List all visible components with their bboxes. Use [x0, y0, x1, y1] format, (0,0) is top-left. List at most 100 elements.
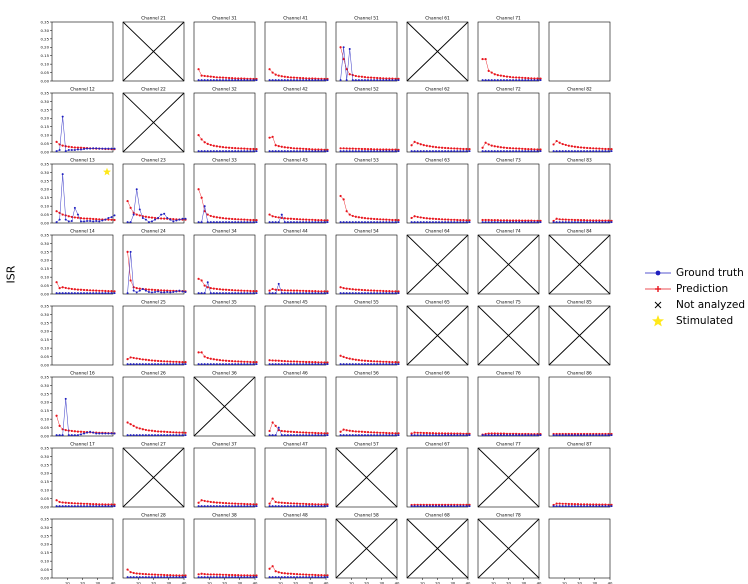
subplot-panel: Channel 47	[264, 442, 329, 508]
ground-truth-point	[305, 221, 308, 224]
ground-truth-point	[465, 434, 468, 437]
prediction-point	[360, 216, 364, 219]
prediction-point	[224, 146, 228, 149]
prediction-point	[579, 146, 583, 149]
prediction-point	[280, 359, 283, 363]
prediction-point	[499, 432, 502, 435]
ground-truth-point	[450, 221, 453, 224]
prediction-point	[163, 573, 166, 577]
ground-truth-point	[89, 505, 92, 508]
prediction-point	[231, 289, 234, 292]
ground-truth-point	[206, 150, 209, 153]
ground-truth-point	[98, 432, 101, 435]
subplot-frame	[51, 305, 114, 366]
subplot-title: Channel 45	[283, 300, 308, 306]
subplot-title: Channel 32	[212, 87, 237, 93]
prediction-point	[215, 145, 218, 148]
ground-truth-point	[351, 434, 354, 437]
subplot-panel: Channel 73	[477, 158, 542, 224]
ground-truth-point	[67, 292, 70, 295]
ground-truth-point	[203, 505, 206, 508]
prediction-point	[85, 217, 89, 220]
ground-truth-point	[86, 147, 89, 150]
ground-truth-point	[592, 434, 595, 437]
ground-truth-point	[154, 576, 157, 579]
prediction-point	[209, 357, 212, 360]
prediction-point	[530, 219, 533, 222]
ground-truth-point	[512, 221, 515, 224]
ground-truth-point	[481, 150, 484, 153]
ground-truth-point	[561, 150, 564, 153]
prediction-point	[292, 147, 296, 150]
prediction-point	[200, 351, 203, 354]
prediction-point	[240, 77, 243, 80]
prediction-point	[604, 147, 607, 151]
ground-truth-point	[586, 150, 589, 153]
y-tick-label: 0.00	[41, 149, 50, 154]
subplot-panel: Channel 84	[548, 229, 611, 295]
prediction-point	[444, 432, 447, 435]
prediction-point	[484, 141, 487, 144]
prediction-point	[357, 288, 360, 291]
prediction-point	[505, 75, 509, 78]
ground-truth-point	[200, 363, 203, 366]
subplot-frame	[335, 376, 398, 437]
prediction-point	[240, 289, 243, 292]
ground-truth-point	[252, 292, 255, 295]
subplot-title: Channel 38	[212, 513, 237, 519]
prediction-point	[345, 429, 348, 432]
prediction-point	[147, 216, 151, 219]
prediction-point	[586, 503, 589, 506]
ground-truth-point	[178, 434, 181, 437]
prediction-point	[326, 290, 329, 293]
ground-truth-point	[536, 150, 539, 153]
ground-truth-point	[55, 292, 58, 295]
prediction-point	[92, 217, 95, 221]
ground-truth-point	[391, 292, 394, 295]
ground-truth-point	[388, 150, 391, 153]
ground-truth-point	[576, 150, 579, 153]
ground-truth-point	[311, 576, 314, 579]
ground-truth-point	[209, 150, 212, 153]
prediction-point	[567, 218, 570, 221]
y-tick-label: 0.35	[41, 303, 50, 308]
ground-truth-point	[296, 221, 299, 224]
prediction-point	[144, 215, 147, 218]
ground-truth-point	[357, 221, 360, 224]
ground-truth-point	[373, 292, 376, 295]
ground-truth-point	[527, 434, 530, 437]
prediction-point	[85, 502, 89, 505]
prediction-point	[345, 68, 348, 71]
subplot-frame	[122, 305, 185, 366]
prediction-point	[218, 145, 222, 148]
subplot-title: Channel 67	[425, 442, 450, 448]
legend-label: Prediction	[676, 283, 729, 295]
prediction-point	[524, 219, 527, 222]
prediction-point	[298, 431, 302, 434]
ground-truth-line	[127, 189, 186, 223]
subplot-title: Channel 44	[283, 229, 308, 235]
ground-truth-point	[382, 292, 385, 295]
ground-truth-point	[502, 150, 505, 153]
prediction-point	[277, 216, 280, 219]
y-tick-label: 0.25	[41, 249, 50, 254]
prediction-point	[234, 147, 237, 150]
ground-truth-point	[323, 221, 326, 224]
ground-truth-point	[286, 576, 289, 579]
ground-truth-point	[425, 505, 428, 508]
ground-truth-point	[509, 221, 512, 224]
ground-truth-point	[363, 79, 366, 82]
ground-truth-point	[289, 576, 292, 579]
ground-truth-point	[268, 292, 271, 295]
y-tick-label: 0.15	[41, 266, 50, 271]
ground-truth-point	[509, 150, 512, 153]
prediction-point	[564, 143, 567, 147]
ground-truth-point	[166, 290, 169, 293]
prediction-point	[416, 431, 419, 434]
not-analyzed-cross	[122, 447, 185, 508]
ground-truth-point	[342, 363, 345, 366]
prediction-point	[64, 214, 67, 217]
ground-truth-point	[425, 221, 428, 224]
x-tick-label: 10	[207, 581, 212, 584]
ground-truth-point	[79, 292, 82, 295]
